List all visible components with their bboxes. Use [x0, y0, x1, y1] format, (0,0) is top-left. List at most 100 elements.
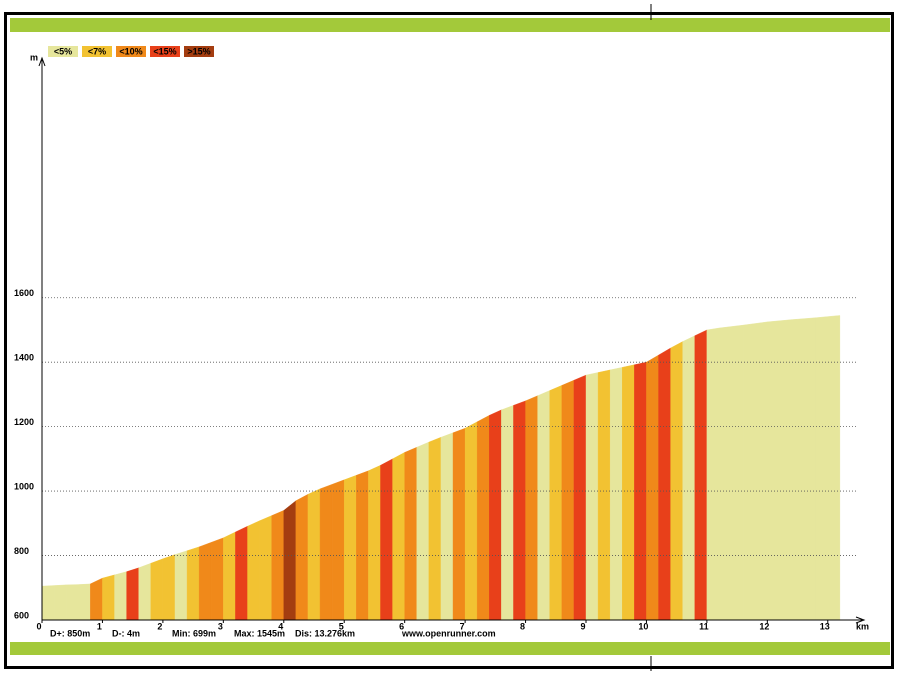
profile-segment [428, 436, 442, 621]
profile-segment [670, 341, 683, 621]
stat-label: D+: 850m [50, 628, 90, 638]
x-tick-label: 11 [699, 621, 709, 631]
x-tick-label: 2 [157, 621, 162, 631]
profile-segment [295, 493, 309, 621]
legend-label: >15% [187, 46, 210, 56]
profile-segment [319, 484, 333, 621]
profile-segment [791, 317, 816, 621]
profile-segment [356, 470, 369, 621]
profile-segment [561, 379, 575, 621]
profile-segment [597, 369, 611, 621]
x-tick-label: 1 [97, 621, 102, 631]
profile-segment [622, 364, 635, 621]
profile-segment [501, 405, 514, 621]
profile-segment [53, 584, 67, 621]
stat-label: Max: 1545m [234, 628, 285, 638]
profile-segment [150, 558, 164, 621]
profile-segment [537, 390, 550, 621]
source-label: www.openrunner.com [401, 628, 496, 638]
legend-swatch [48, 46, 78, 57]
x-tick-label: 4 [278, 621, 283, 631]
legend-swatch [116, 46, 146, 57]
profile-segment [126, 567, 139, 621]
y-tick-label: 1600 [14, 288, 34, 298]
y-tick-label: 1400 [14, 353, 34, 363]
profile-segment [198, 542, 212, 621]
profile-segment [742, 321, 768, 621]
profile-segment [646, 354, 659, 621]
profile-segment [235, 525, 248, 621]
stat-label: D-: 4m [112, 628, 140, 638]
x-tick-label: 5 [339, 621, 344, 631]
profile-segment [283, 500, 297, 621]
profile-segment [259, 515, 272, 621]
profile-segment [464, 421, 478, 621]
profile-segment [477, 415, 490, 621]
profile-segment [609, 367, 623, 621]
x-tick-label: 6 [399, 621, 404, 631]
y-axis-arrow [38, 56, 46, 67]
x-unit: km [856, 621, 869, 631]
legend-label: <10% [119, 46, 142, 56]
x-tick-label: 7 [460, 621, 465, 631]
x-tick-label: 8 [520, 621, 525, 631]
profile-segment [585, 372, 599, 621]
x-tick-label: 0 [36, 621, 41, 631]
x-tick-label: 10 [638, 621, 648, 631]
profile-segment [513, 400, 526, 621]
profile-segment [440, 432, 454, 621]
x-tick-label: 3 [218, 621, 223, 631]
profile-segment [392, 452, 405, 621]
top-band [10, 18, 890, 32]
y-tick-label: 1000 [14, 481, 34, 491]
profile-segment [368, 464, 381, 621]
profile-segment [682, 335, 695, 621]
x-tick-label: 12 [759, 621, 769, 631]
profile-segment [815, 315, 841, 621]
profile-segment [41, 585, 55, 621]
profile-segment [78, 583, 91, 621]
profile-segment [525, 395, 538, 621]
profile-segment [102, 574, 115, 621]
x-tick-label: 9 [580, 621, 585, 631]
profile-segment [331, 479, 345, 621]
profile-segment [211, 537, 224, 621]
profile-segment [186, 546, 200, 621]
stat-label: Min: 699m [172, 628, 216, 638]
y-unit: m [30, 52, 38, 62]
profile-segment [380, 458, 393, 621]
profile-segment [307, 488, 321, 621]
legend-swatch [150, 46, 180, 57]
profile-segment [658, 347, 671, 621]
profile-segment [162, 554, 176, 621]
profile-segment [138, 562, 152, 621]
profile-segment [706, 327, 720, 621]
profile-segment [452, 427, 466, 621]
profile-segment [65, 584, 79, 621]
legend-label: <15% [153, 46, 176, 56]
x-axis-arrow [855, 616, 866, 624]
bottom-band [10, 642, 890, 655]
legend-swatch [82, 46, 112, 57]
stat-label: Dis: 13.276km [295, 628, 355, 638]
profile-segment [718, 324, 744, 621]
profile-segment [90, 577, 103, 621]
profile-segment [223, 531, 236, 621]
profile-segment [247, 520, 260, 621]
profile-segment [404, 446, 417, 621]
legend-label: <7% [88, 46, 106, 56]
y-tick-label: 800 [14, 546, 29, 556]
profile-segment [489, 409, 502, 621]
legend-swatch [184, 46, 214, 57]
profile-segment [767, 319, 792, 621]
profile-segment [174, 550, 188, 621]
x-tick-label: 13 [820, 621, 830, 631]
profile-segment [271, 510, 284, 621]
profile-segment [344, 475, 357, 621]
profile-segment [114, 571, 127, 621]
profile-segment [549, 385, 563, 621]
profile-segment [573, 374, 587, 621]
y-tick-label: 600 [14, 610, 29, 620]
profile-segment [694, 329, 708, 621]
